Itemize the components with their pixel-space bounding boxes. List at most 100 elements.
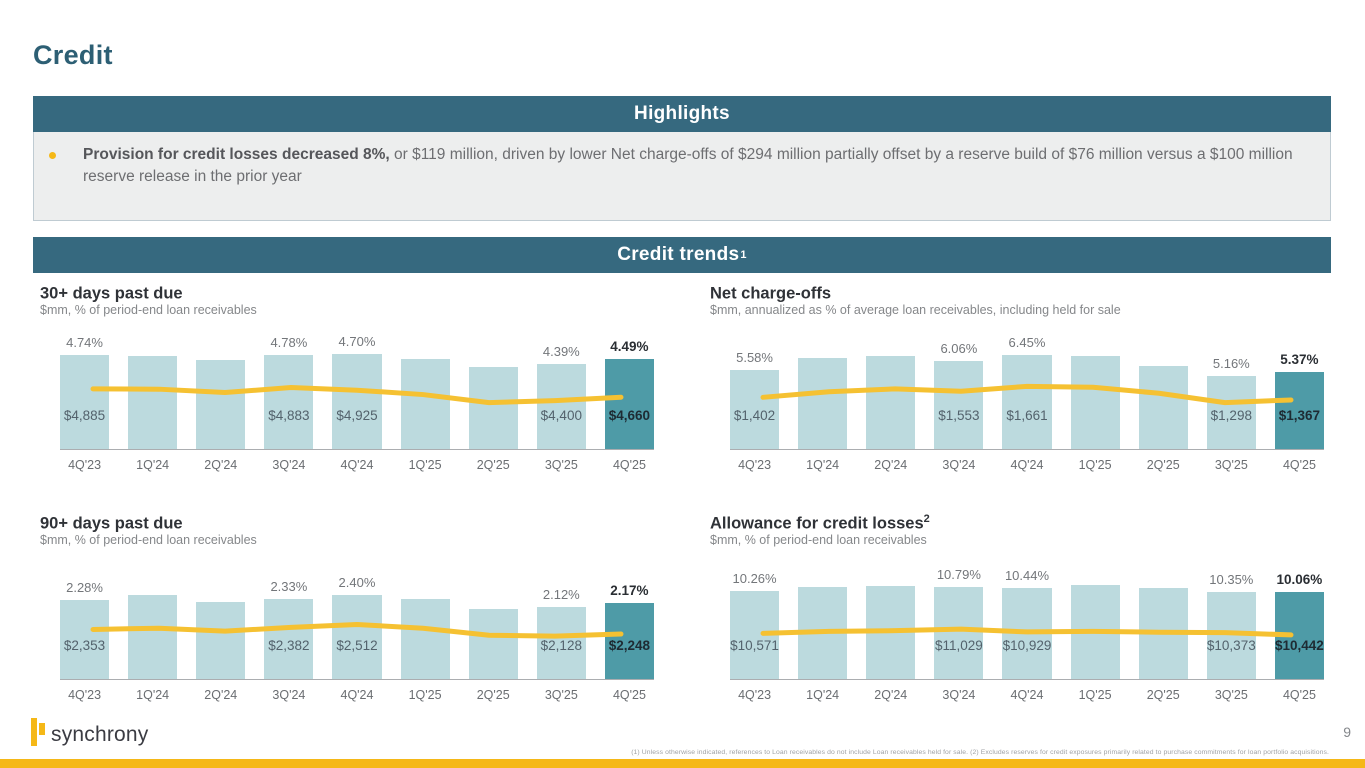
chart-subtitle: $mm, annualized as % of average loan rec… <box>710 303 1121 317</box>
plot-area: 5.58% $1,402 6.06% $1,553 6.45% $1,661 5.16% $1… <box>710 333 1332 472</box>
bar <box>196 601 246 679</box>
x-axis-label: 2Q'24 <box>874 458 908 472</box>
footnote: (1) Unless otherwise indicated, referenc… <box>631 749 1329 756</box>
x-axis-label: 1Q'24 <box>806 458 840 472</box>
bar-3Q'25: 2.12% $2,128 <box>536 563 586 679</box>
bar-3Q'24: 6.06% $1,553 <box>934 333 984 449</box>
bar <box>730 590 780 679</box>
bar <box>60 599 110 679</box>
x-axis-label: 1Q'24 <box>806 688 840 702</box>
x-axis-label: 4Q'24 <box>340 458 374 472</box>
value-label: $4,660 <box>608 408 651 423</box>
x-axis-label: 1Q'24 <box>136 688 170 702</box>
logo-text: synchrony <box>51 723 149 746</box>
bar-3Q'24: 2.33% $2,382 <box>264 563 314 679</box>
x-axis-label: 4Q'24 <box>1010 688 1044 702</box>
highlight-bullet: Provision for credit losses decreased 8%… <box>34 132 1330 188</box>
chart-allowance-for-credit-losses: Allowance for credit losses2 $mm, % of p… <box>710 513 1332 702</box>
credit-trends-footnote-marker: 1 <box>740 249 747 261</box>
bar-1Q'24 <box>128 333 178 449</box>
pct-label: 5.58% <box>736 349 773 365</box>
value-label: $10,929 <box>1002 638 1052 653</box>
x-axis-label: 3Q'24 <box>272 458 306 472</box>
x-axis-labels: 4Q'23 1Q'24 2Q'24 3Q'24 4Q'24 1Q'25 2Q'25 3Q'25… <box>730 680 1324 702</box>
bar-plot: 10.26% $10,571 10.79% $11,029 10.44% $10,929 1… <box>730 563 1324 680</box>
bar-2Q'24 <box>866 333 916 449</box>
bars: 4.74% $4,885 4.78% $4,883 4.70% $4,925 4.39% $4… <box>60 333 654 449</box>
bars: 10.26% $10,571 10.79% $11,029 10.44% $10,929 1… <box>730 563 1324 679</box>
value-label: $1,553 <box>938 408 980 423</box>
value-label: $10,373 <box>1206 638 1256 653</box>
bar <box>332 594 382 679</box>
value-label: $1,298 <box>1210 408 1252 423</box>
x-axis-label: 4Q'24 <box>1010 458 1044 472</box>
bar <box>128 355 178 449</box>
bar <box>536 607 586 679</box>
bar-4Q'24: 4.70% $4,925 <box>332 333 382 449</box>
bar-current-quarter <box>1274 591 1324 679</box>
bar-2Q'25 <box>1138 333 1188 449</box>
bar <box>196 359 246 449</box>
bar <box>536 363 586 449</box>
bar <box>934 586 984 679</box>
chart-30-plus-days-past-due: 30+ days past due $mm, % of period-end l… <box>40 283 662 472</box>
bar-2Q'24 <box>866 563 916 679</box>
pct-label: 2.17% <box>610 583 649 599</box>
x-axis-label: 3Q'24 <box>272 688 306 702</box>
bar <box>1002 355 1052 449</box>
pct-label: 4.78% <box>270 334 308 350</box>
pct-label: 2.40% <box>338 574 376 590</box>
chart-subtitle: $mm, % of period-end loan receivables <box>40 533 257 547</box>
chart-title: Allowance for credit losses2 <box>710 513 930 533</box>
value-label: $2,382 <box>268 638 310 653</box>
chart-title: Net charge-offs <box>710 284 832 303</box>
bar <box>1070 584 1120 679</box>
pct-label: 10.79% <box>936 566 981 582</box>
x-axis-label: 2Q'25 <box>476 458 510 472</box>
charts-grid: 30+ days past due $mm, % of period-end l… <box>40 283 1332 702</box>
bar <box>1002 587 1052 679</box>
bar-3Q'25: 10.35% $10,373 <box>1206 563 1256 679</box>
logo-bars-icon <box>31 718 37 746</box>
bar <box>934 361 984 449</box>
bars: 2.28% $2,353 2.33% $2,382 2.40% $2,512 2.12% $2… <box>60 563 654 679</box>
bar <box>798 587 848 679</box>
pct-label: 5.16% <box>1212 355 1250 371</box>
bar-2Q'25 <box>1138 563 1188 679</box>
x-axis-label: 3Q'25 <box>1214 688 1248 702</box>
pct-label: 2.33% <box>270 578 308 594</box>
x-axis-label: 3Q'25 <box>1214 458 1248 472</box>
bar-1Q'25 <box>400 563 450 679</box>
x-axis-label: 4Q'25 <box>1282 458 1316 472</box>
gold-strip <box>0 759 1365 768</box>
value-label: $2,512 <box>336 638 378 653</box>
bar <box>1070 356 1120 449</box>
highlight-text-rest: or $119 million, driven by lower Net cha… <box>83 146 1293 185</box>
bar <box>60 354 110 449</box>
x-axis-label: 1Q'25 <box>408 688 442 702</box>
x-axis-label: 3Q'25 <box>544 458 578 472</box>
bar <box>866 355 916 449</box>
bullet-icon <box>49 152 56 159</box>
highlights-banner: Highlights <box>33 96 1331 132</box>
bar-4Q'24: 6.45% $1,661 <box>1002 333 1052 449</box>
highlight-text: Provision for credit losses decreased 8%… <box>83 144 1304 188</box>
value-label: $11,029 <box>934 638 983 653</box>
value-label: $1,402 <box>733 408 776 423</box>
value-label: $2,353 <box>63 638 106 653</box>
bar-2Q'25 <box>468 333 518 449</box>
bar <box>332 353 382 449</box>
x-axis-label: 1Q'24 <box>136 458 170 472</box>
pct-label: 4.70% <box>338 333 376 349</box>
x-axis-label: 2Q'24 <box>204 688 238 702</box>
bar <box>798 357 848 449</box>
bar-4Q'25: 5.37% $1,367 <box>1274 333 1324 449</box>
bar-4Q'23: 4.74% $4,885 <box>60 333 110 449</box>
bar-4Q'23: 5.58% $1,402 <box>730 333 780 449</box>
bar-4Q'24: 2.40% $2,512 <box>332 563 382 679</box>
page-number: 9 <box>1343 724 1351 740</box>
bar-2Q'24 <box>196 333 246 449</box>
pct-label: 10.44% <box>1004 567 1050 583</box>
value-label: $1,367 <box>1278 408 1321 423</box>
bar <box>264 354 314 449</box>
